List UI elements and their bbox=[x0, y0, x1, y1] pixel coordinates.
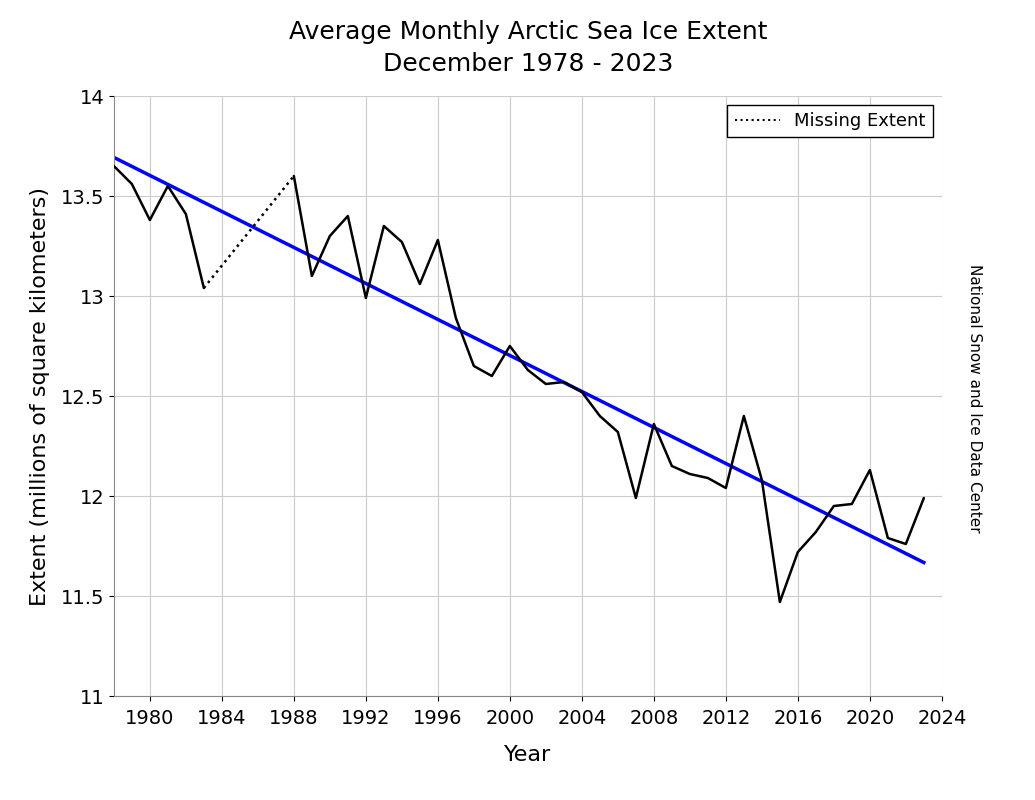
Title: Average Monthly Arctic Sea Ice Extent
December 1978 - 2023: Average Monthly Arctic Sea Ice Extent De… bbox=[289, 20, 767, 76]
Text: National Snow and Ice Data Center: National Snow and Ice Data Center bbox=[968, 264, 982, 533]
Legend: Missing Extent: Missing Extent bbox=[728, 105, 933, 138]
X-axis label: Year: Year bbox=[504, 745, 552, 765]
Y-axis label: Extent (millions of square kilometers): Extent (millions of square kilometers) bbox=[30, 186, 50, 606]
